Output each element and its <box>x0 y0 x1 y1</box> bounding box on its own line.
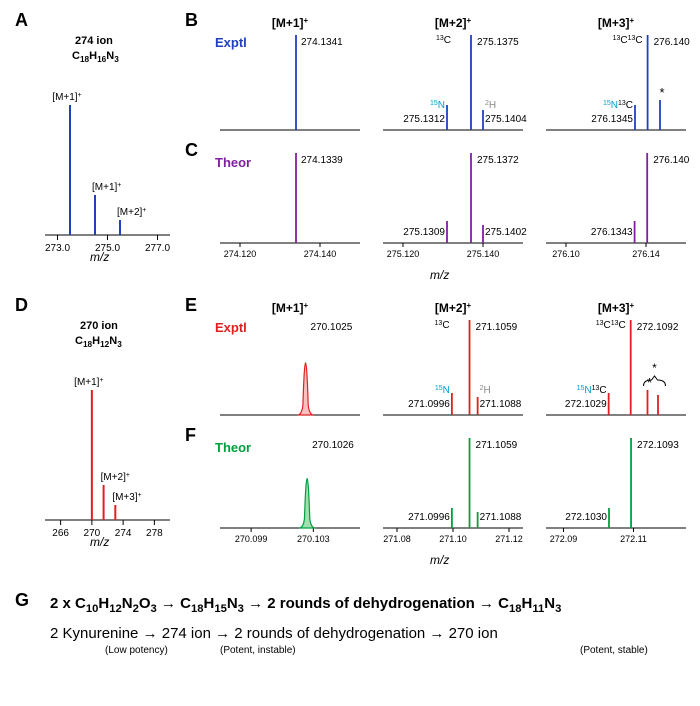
svg-text:*: * <box>659 85 664 100</box>
svg-text:[M+1]+: [M+1]+ <box>272 16 309 31</box>
svg-text:[M+1]+: [M+1]+ <box>272 301 309 316</box>
panel-label-b: B <box>185 10 198 31</box>
svg-text:15N: 15N <box>435 385 450 397</box>
panel-label-c: C <box>185 140 198 161</box>
svg-text:276.10: 276.10 <box>552 249 580 259</box>
panel-g-line2: 2 Kynurenine → 274 ion → 2 rounds of deh… <box>50 625 498 642</box>
svg-text:276.1345: 276.1345 <box>591 114 633 125</box>
svg-text:[M+3]+: [M+3]+ <box>598 301 635 316</box>
panel-b-series-label: Exptl <box>215 35 247 50</box>
svg-text:271.1059: 271.1059 <box>476 440 518 451</box>
svg-text:272.11: 272.11 <box>620 534 647 544</box>
svg-text:[M+1]+: [M+1]+ <box>74 377 103 389</box>
svg-text:[M+3]+: [M+3]+ <box>112 492 141 504</box>
panel-g-note: (Low potency) <box>105 645 168 656</box>
svg-text:[M+2]+: [M+2]+ <box>117 207 146 219</box>
panel-e-series-label: Exptl <box>215 320 247 335</box>
panel-label-g: G <box>15 590 29 611</box>
svg-text:[M+1]+: [M+1]+ <box>52 92 81 104</box>
svg-text:274.120: 274.120 <box>224 249 257 259</box>
panel-c-chart: 274.120 274.140 274.1339 275.120 275.140 275.… <box>210 145 690 275</box>
panel-a-title: 274 ion <box>75 35 113 47</box>
svg-text:276.1408: 276.1408 <box>654 37 690 48</box>
svg-text:274.1339: 274.1339 <box>301 155 343 166</box>
svg-text:13C13C: 13C13C <box>596 320 626 332</box>
panel-d-formula: C18H12N3 <box>75 335 122 349</box>
svg-text:271.0996: 271.0996 <box>408 399 450 410</box>
svg-text:270.1026: 270.1026 <box>312 440 354 451</box>
svg-text:272.09: 272.09 <box>550 534 578 544</box>
svg-text:276.1406: 276.1406 <box>653 155 690 166</box>
svg-text:[M+3]+: [M+3]+ <box>598 16 635 31</box>
svg-text:13C13C: 13C13C <box>613 35 643 47</box>
svg-text:15N: 15N <box>430 100 445 112</box>
panel-f-series-label: Theor <box>215 440 251 455</box>
svg-text:272.1093: 272.1093 <box>637 440 679 451</box>
svg-text:271.1059: 271.1059 <box>476 322 518 333</box>
panel-a-axis-label: m/z <box>90 250 109 264</box>
panel-f-chart: 270.099 270.103 270.1026 271.08 271.10 271.12… <box>210 430 690 560</box>
svg-text:271.12: 271.12 <box>495 534 523 544</box>
svg-text:278: 278 <box>146 528 163 539</box>
svg-text:277.0: 277.0 <box>145 243 170 254</box>
svg-text:13C: 13C <box>435 320 450 332</box>
svg-text:275.1372: 275.1372 <box>477 155 519 166</box>
svg-text:275.1404: 275.1404 <box>485 114 527 125</box>
panel-label-f: F <box>185 425 196 446</box>
svg-text:274.140: 274.140 <box>304 249 337 259</box>
svg-text:274: 274 <box>115 528 132 539</box>
panel-label-d: D <box>15 295 28 316</box>
svg-text:276.1343: 276.1343 <box>591 227 633 238</box>
svg-text:275.1312: 275.1312 <box>403 114 445 125</box>
svg-text:275.120: 275.120 <box>387 249 420 259</box>
svg-text:270.103: 270.103 <box>297 534 330 544</box>
panel-g-note: (Potent, instable) <box>220 645 296 656</box>
panel-b-chart: [M+1]+ 274.1341 [M+2]+ 13C 15N 275.1312 275.13… <box>210 15 690 140</box>
row1-axis-label: m/z <box>430 268 449 282</box>
svg-text:274.1341: 274.1341 <box>301 37 343 48</box>
svg-text:275.140: 275.140 <box>467 249 500 259</box>
panel-label-a: A <box>15 10 28 31</box>
panel-label-e: E <box>185 295 197 316</box>
svg-text:*: * <box>652 361 657 375</box>
svg-text:266: 266 <box>52 528 69 539</box>
svg-text:2H: 2H <box>480 385 491 397</box>
svg-text:272.1092: 272.1092 <box>637 322 679 333</box>
svg-text:15N13C: 15N13C <box>603 100 633 112</box>
svg-text:271.08: 271.08 <box>383 534 411 544</box>
svg-text:270.1025: 270.1025 <box>311 322 353 333</box>
panel-g-note: (Potent, stable) <box>580 645 648 656</box>
panel-c-series-label: Theor <box>215 155 251 170</box>
svg-text:272.1029: 272.1029 <box>565 399 607 410</box>
svg-text:2H: 2H <box>485 100 496 112</box>
panel-g-line1: 2 x C10H12N2O3 → C18H15N3 → 2 rounds of … <box>50 595 561 615</box>
svg-text:275.1402: 275.1402 <box>485 227 527 238</box>
row2-axis-label: m/z <box>430 553 449 567</box>
svg-text:270.099: 270.099 <box>235 534 268 544</box>
svg-text:271.1088: 271.1088 <box>480 399 522 410</box>
svg-text:275.1375: 275.1375 <box>477 37 519 48</box>
svg-text:[M+2]+: [M+2]+ <box>435 301 472 316</box>
svg-text:*: * <box>647 375 652 390</box>
svg-text:276.14: 276.14 <box>632 249 660 259</box>
panel-d-title: 270 ion <box>80 320 118 332</box>
figure-container: A B C D E F G 273.0275.0277.0[M+1]+[M+1]… <box>10 10 690 696</box>
svg-text:271.1088: 271.1088 <box>480 512 522 523</box>
svg-text:[M+1]+: [M+1]+ <box>92 182 121 194</box>
panel-a-chart: 273.0275.0277.0[M+1]+[M+1]+[M+2]+ <box>30 30 180 270</box>
svg-text:271.0996: 271.0996 <box>408 512 450 523</box>
svg-text:272.1030: 272.1030 <box>565 512 607 523</box>
panel-d-axis-label: m/z <box>90 535 109 549</box>
panel-a-formula: C18H16N3 <box>72 50 119 64</box>
svg-text:[M+2]+: [M+2]+ <box>435 16 472 31</box>
svg-text:273.0: 273.0 <box>45 243 70 254</box>
panel-d-chart: 266270274278[M+1]+[M+2]+[M+3]+ <box>30 315 180 555</box>
svg-text:13C: 13C <box>436 35 451 47</box>
svg-text:275.1309: 275.1309 <box>403 227 445 238</box>
svg-text:15N13C: 15N13C <box>577 385 607 397</box>
panel-e-chart: [M+1]+270.1025 [M+2]+ 13C 15N 271.0996 271.10… <box>210 300 690 425</box>
svg-text:271.10: 271.10 <box>439 534 467 544</box>
svg-text:[M+2]+: [M+2]+ <box>101 472 130 484</box>
